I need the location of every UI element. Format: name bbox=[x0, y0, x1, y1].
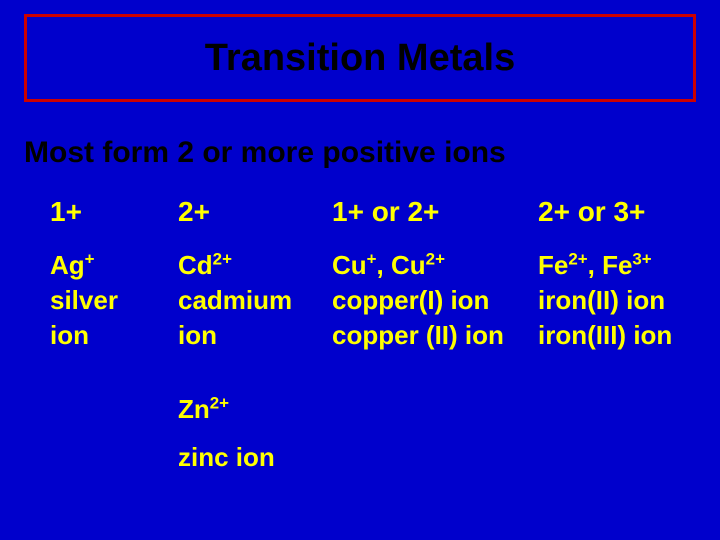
col2-ion-base: Cd bbox=[178, 250, 213, 280]
col2b-name: zinc ion bbox=[178, 440, 275, 475]
col2-ion-sup: 2+ bbox=[213, 249, 232, 268]
col4-a-base: Fe bbox=[538, 250, 568, 280]
col4-b-base: Fe bbox=[602, 250, 632, 280]
col3-a-base: Cu bbox=[332, 250, 367, 280]
col4-name1: iron(II) ion bbox=[538, 285, 665, 315]
col4-a-sup: 2+ bbox=[568, 249, 587, 268]
col-header-2: 2+ bbox=[178, 196, 210, 228]
col1-name1: silver bbox=[50, 285, 118, 315]
col2b-ion-base: Zn bbox=[178, 394, 210, 424]
col1-ion: Ag+ silver ion bbox=[50, 248, 118, 353]
col2-name1: cadmium bbox=[178, 285, 292, 315]
title-box: Transition Metals bbox=[24, 14, 696, 102]
col2-ion: Cd2+ cadmium ion bbox=[178, 248, 292, 353]
col3-name1: copper(I) ion bbox=[332, 285, 489, 315]
col3-ion: Cu+, Cu2+ copper(I) ion copper (II) ion bbox=[332, 248, 504, 353]
col1-ion-base: Ag bbox=[50, 250, 85, 280]
col3-a-sup: + bbox=[367, 249, 377, 268]
slide-subtitle: Most form 2 or more positive ions bbox=[24, 136, 506, 170]
col4-b-sup: 3+ bbox=[632, 249, 651, 268]
col4-sep: , bbox=[588, 250, 602, 280]
col4-name2: iron(III) ion bbox=[538, 320, 672, 350]
col3-sep: , bbox=[377, 250, 391, 280]
col1-ion-sup: + bbox=[85, 249, 95, 268]
col3-b-base: Cu bbox=[391, 250, 426, 280]
col1-name2: ion bbox=[50, 320, 89, 350]
col3-b-sup: 2+ bbox=[426, 249, 445, 268]
col-header-4: 2+ or 3+ bbox=[538, 196, 645, 228]
col2b-ion: Zn2+ bbox=[178, 392, 229, 427]
col-header-1: 1+ bbox=[50, 196, 82, 228]
col2b-ion-sup: 2+ bbox=[210, 393, 229, 412]
col2-name2: ion bbox=[178, 320, 217, 350]
slide-title: Transition Metals bbox=[205, 37, 515, 80]
col3-name2: copper (II) ion bbox=[332, 320, 504, 350]
col-header-3: 1+ or 2+ bbox=[332, 196, 439, 228]
col4-ion: Fe2+, Fe3+ iron(II) ion iron(III) ion bbox=[538, 248, 672, 353]
